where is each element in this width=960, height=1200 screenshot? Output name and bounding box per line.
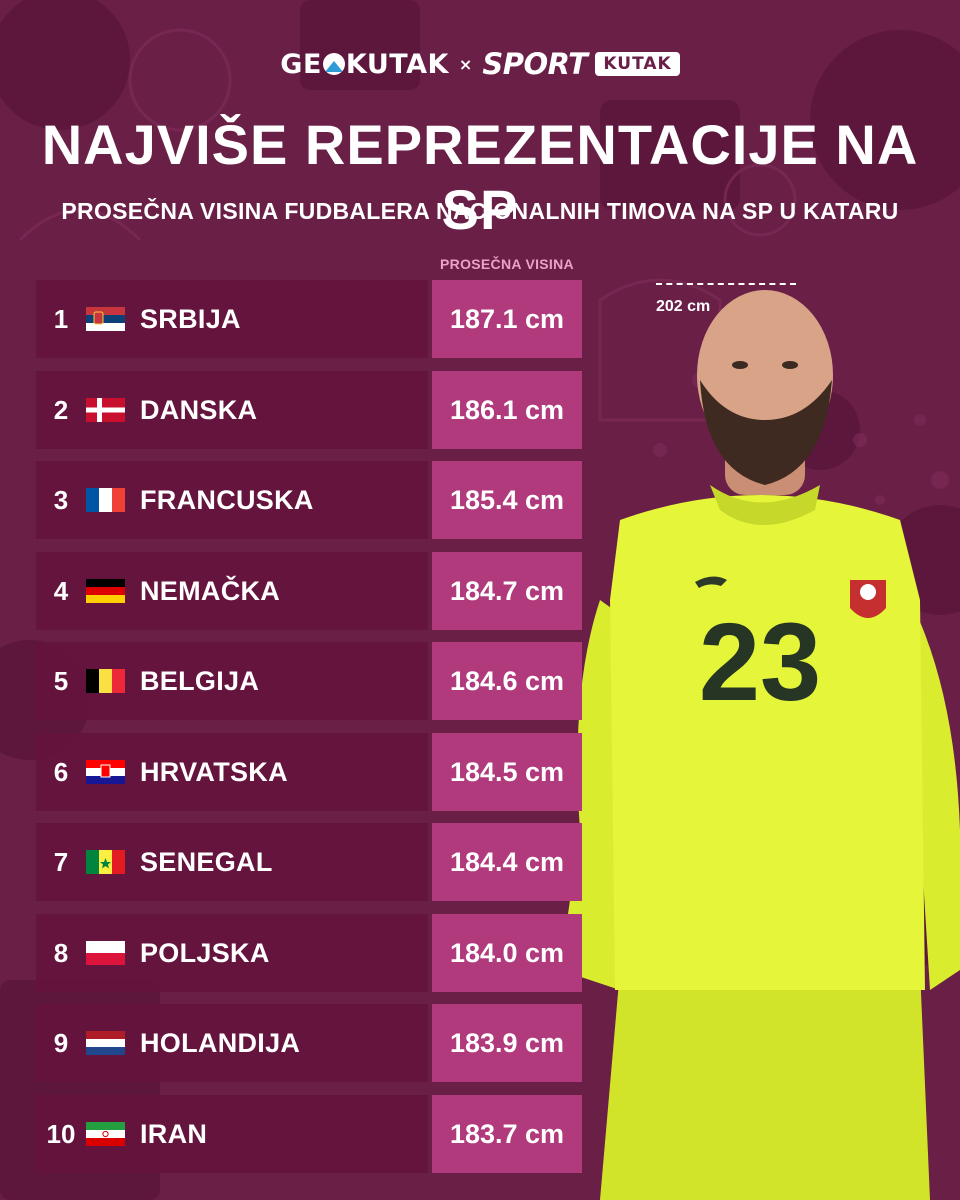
germany-flag [86,579,125,603]
page-subtitle: PROSEČNA VISINA FUDBALERA NACIONALNIH TI… [61,198,899,224]
table-row: 10 IRAN 183.7 cm [36,1095,582,1173]
table-row: 6 HRVATSKA 184.5 cm [36,733,582,811]
country-name: NEMAČKA [140,575,281,606]
page-title: NAJVIŠE REPREZENTACIJE NA SP [41,113,919,241]
rank-number: 6 [53,756,69,787]
croatia-flag [86,760,125,784]
height-value: 185.4 cm [432,461,582,539]
belgium-flag [86,669,125,693]
height-value: 183.9 cm [432,1004,582,1082]
goalkeeper-illustration: 23 [560,290,960,1200]
table-row: 3 FRANCUSKA 185.4 cm [36,461,582,539]
shirt-number: 23 [699,601,821,724]
column-header-height: PROSEČNA VISINA [440,256,574,272]
country-name: FRANCUSKA [140,484,314,515]
netherlands-flag [86,1031,125,1055]
serbia-flag [86,307,125,331]
rank-number: 8 [53,937,69,968]
geokutak-logo: GE KUTAK [280,48,449,80]
height-value: 184.6 cm [432,642,582,720]
rank-number: 9 [53,1027,69,1058]
height-marker-line [656,283,796,285]
table-row: 9 HOLANDIJA 183.9 cm [36,1004,582,1082]
country-cell: 3 FRANCUSKA [36,461,428,539]
height-value: 186.1 cm [432,371,582,449]
country-name: BELGIJA [140,665,260,696]
country-cell: 6 HRVATSKA [36,733,428,811]
sport-logo: SPORT [482,47,588,81]
table-row: 5 BELGIJA 184.6 cm [36,642,582,720]
table-row: 2 DANSKA 186.1 cm [36,371,582,449]
country-cell: 9 HOLANDIJA [36,1004,428,1082]
rank-number: 4 [53,575,69,606]
height-value: 184.5 cm [432,733,582,811]
kutak-badge: KUTAK [595,52,680,76]
player-height-label: 202 cm [656,298,711,315]
table-row: 4 NEMAČKA 184.7 cm [36,552,582,630]
table-row: 8 POLJSKA 184.0 cm [36,914,582,992]
rank-number: 7 [53,846,69,877]
country-cell: 4 NEMAČKA [36,552,428,630]
rank-number: 2 [53,394,69,425]
height-value: 183.7 cm [432,1095,582,1173]
rank-number: 5 [53,665,69,696]
country-cell: 7 SENEGAL [36,823,428,901]
country-name: SENEGAL [140,846,273,877]
mountain-icon [322,52,345,75]
table-row: 7 SENEGAL 184.4 cm [36,823,582,901]
country-name: DANSKA [140,394,258,425]
country-name: POLJSKA [140,937,270,968]
country-cell: 2 DANSKA [36,371,428,449]
brand-logo: GE KUTAK × SPORT KUTAK [0,44,960,84]
rank-number: 1 [53,303,69,334]
iran-flag [86,1122,125,1146]
country-name: SRBIJA [140,303,241,334]
rank-number: 3 [53,484,69,515]
country-cell: 8 POLJSKA [36,914,428,992]
poland-flag [86,941,125,965]
height-value: 184.0 cm [432,914,582,992]
denmark-flag [86,398,125,422]
france-flag [86,488,125,512]
height-value: 187.1 cm [432,280,582,358]
country-name: IRAN [140,1118,208,1149]
rank-number: 10 [46,1118,76,1149]
height-value: 184.4 cm [432,823,582,901]
table-row: 1 SRBIJA 187.1 cm [36,280,582,358]
height-value: 184.7 cm [432,552,582,630]
country-name: HOLANDIJA [140,1027,301,1058]
senegal-flag [86,850,125,874]
brand-separator: × [458,54,473,74]
country-cell: 1 SRBIJA [36,280,428,358]
country-cell: 10 IRAN [36,1095,428,1173]
country-name: HRVATSKA [140,756,288,787]
country-cell: 5 BELGIJA [36,642,428,720]
